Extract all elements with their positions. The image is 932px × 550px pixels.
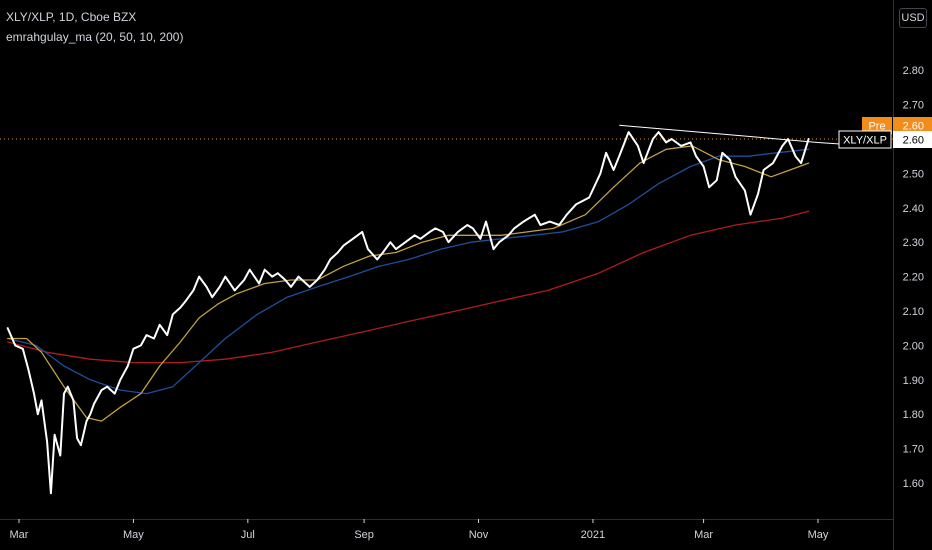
currency-badge[interactable]: USD: [899, 8, 927, 28]
symbol-title: XLY/XLP, 1D, Cboe BZX: [6, 10, 137, 24]
price-value-text: 2.60: [903, 135, 924, 147]
series-line-ma-slow: [7, 210, 810, 364]
pre-label-badge: [862, 117, 892, 134]
x-tick-label: Sep: [354, 529, 374, 541]
series-line-ma-mid: [7, 148, 810, 395]
series-line-ma-fast: [7, 145, 810, 422]
pre-value-badge: [893, 117, 932, 134]
price-value-badge: [893, 131, 932, 148]
series-line-price: [6, 131, 810, 495]
y-tick-label: 2.40: [903, 203, 924, 215]
x-tick-label: May: [123, 529, 144, 541]
x-tick-label: Nov: [469, 529, 489, 541]
pre-label-text: Pre: [868, 121, 885, 133]
y-tick-label: 2.70: [903, 100, 924, 112]
symbol-label-text: XLY/XLP: [843, 135, 887, 147]
chart-legend: XLY/XLP, 1D, Cboe BZX emrahgulay_ma (20,…: [6, 7, 183, 47]
pre-value-text: 2.60: [903, 121, 924, 133]
x-tick-label: Mar: [694, 529, 713, 541]
resistance-trendline: [619, 124, 819, 143]
y-tick-label: 1.80: [903, 409, 924, 421]
y-tick-label: 2.20: [903, 272, 924, 284]
x-tick-label: Mar: [10, 529, 29, 541]
x-tick-label: 2021: [581, 529, 605, 541]
symbol-label-badge: [838, 130, 892, 149]
indicator-title: emrahgulay_ma (20, 50, 10, 200): [6, 30, 184, 44]
y-tick-label: 1.60: [903, 478, 924, 490]
y-tick-label: 1.70: [903, 444, 924, 456]
y-tick-label: 2.50: [903, 168, 924, 180]
y-tick-label: 2.10: [903, 306, 924, 318]
y-tick-label: 2.30: [903, 237, 924, 249]
y-tick-label: 1.90: [903, 375, 924, 387]
y-tick-label: 2.00: [903, 340, 924, 352]
trendline-extension: [817, 141, 841, 145]
y-tick-label: 2.80: [903, 65, 924, 77]
x-tick-label: May: [808, 529, 829, 541]
x-tick-label: Jul: [241, 529, 255, 541]
